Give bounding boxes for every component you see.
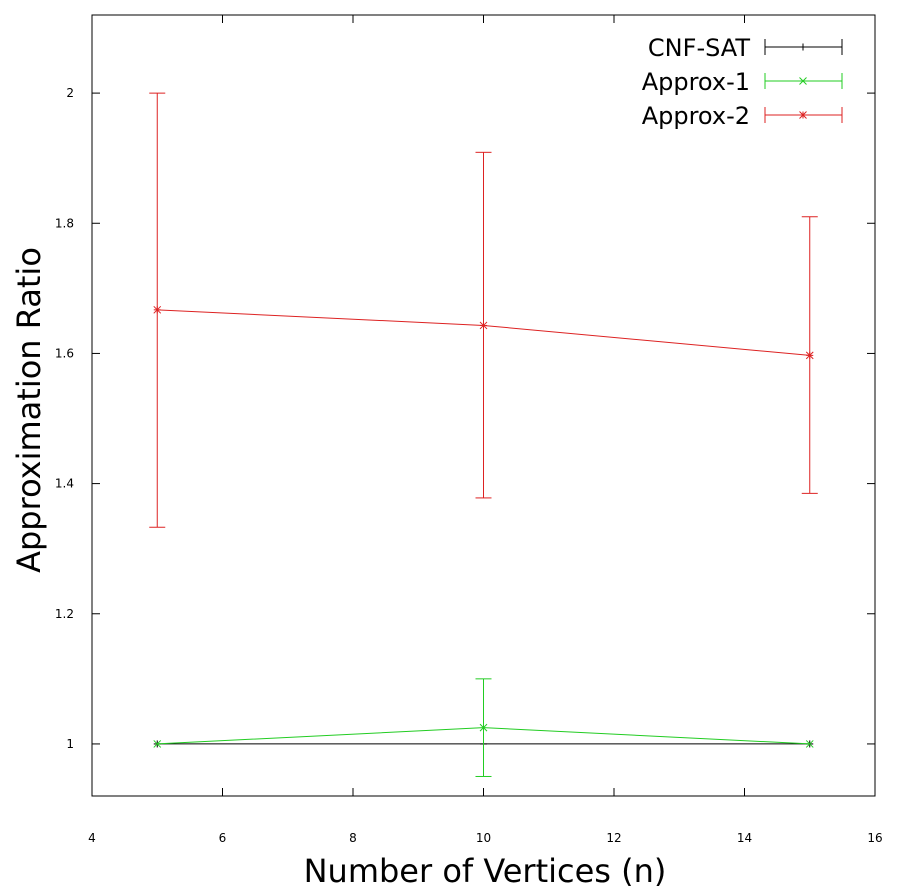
series-approx-1 <box>153 678 814 777</box>
y-tick-label: 1.6 <box>55 346 74 360</box>
y-tick-label: 1.4 <box>55 477 74 491</box>
x-axis-ticks: 4 6 8 10 12 14 16 <box>88 15 883 845</box>
legend: CNF-SAT Approx-1 Approx-2 <box>642 34 843 130</box>
data-point <box>479 723 488 732</box>
x-tick-label: 12 <box>606 831 621 845</box>
x-tick-label: 16 <box>867 831 882 845</box>
data-point <box>805 740 814 748</box>
x-tick-label: 4 <box>88 831 96 845</box>
x-axis-title: Number of Vertices (n) <box>304 852 667 890</box>
series-approx-2 <box>149 92 818 528</box>
x-tick-label: 8 <box>349 831 357 845</box>
legend-marker <box>799 111 807 119</box>
data-point <box>153 740 162 748</box>
y-tick-label: 2 <box>66 86 74 100</box>
y-tick-label: 1.2 <box>55 607 74 621</box>
y-tick-label: 1 <box>66 737 74 751</box>
legend-label: Approx-2 <box>642 102 750 130</box>
x-tick-label: 14 <box>737 831 752 845</box>
data-point <box>153 305 162 314</box>
legend-label: Approx-1 <box>642 68 750 96</box>
legend-marker <box>799 77 807 85</box>
y-axis-title: Approximation Ratio <box>10 247 48 573</box>
series-layer <box>149 92 818 777</box>
y-tick-label: 1.8 <box>55 216 74 230</box>
y-axis-ticks: 1 1.2 1.4 1.6 1.8 2 <box>55 86 875 751</box>
data-point <box>805 351 814 360</box>
legend-label: CNF-SAT <box>648 34 750 62</box>
x-tick-label: 6 <box>219 831 227 845</box>
x-tick-label: 10 <box>476 831 491 845</box>
data-point <box>479 321 488 330</box>
